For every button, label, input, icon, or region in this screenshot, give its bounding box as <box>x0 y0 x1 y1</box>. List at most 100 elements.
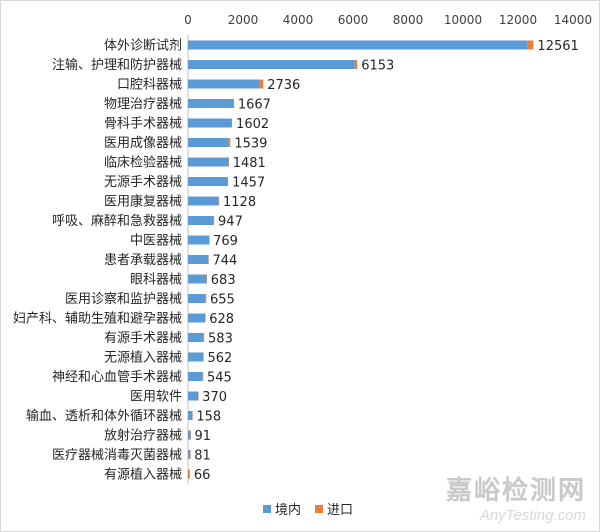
data-label: 1481 <box>233 156 266 171</box>
bar-imported <box>190 430 191 440</box>
bar-domestic <box>188 450 191 459</box>
legend-swatch <box>315 505 323 513</box>
category-label: 医用软件 <box>130 390 182 405</box>
data-label: 562 <box>207 351 232 366</box>
bar-imported <box>233 99 235 108</box>
category-label: 神经和心血管手术器械 <box>52 370 182 385</box>
bar-imported <box>190 450 191 459</box>
data-label: 66 <box>194 468 211 483</box>
bar-imported <box>259 79 264 89</box>
bar-imported <box>188 469 190 479</box>
category-label: 体外诊断试剂 <box>104 39 182 54</box>
bar-domestic <box>188 294 206 303</box>
category-label: 注输、护理和防护器械 <box>52 57 182 73</box>
bar-imported <box>203 352 204 362</box>
category-label: 口腔科器械 <box>117 78 182 93</box>
x-tick-label: 12000 <box>499 13 537 27</box>
category-label: 医疗器械消毒灭菌器械 <box>52 448 182 463</box>
watermark-cn: 嘉峪检测网 <box>445 476 586 506</box>
bar-imported <box>205 294 207 303</box>
bar-domestic <box>188 391 199 401</box>
x-tick-label: 4000 <box>283 13 314 27</box>
category-label: 骨科手术器械 <box>104 117 182 132</box>
bar-imported <box>228 157 230 167</box>
category-label: 妇产科、辅助生殖和避孕器械 <box>13 311 182 327</box>
data-label: 1602 <box>236 117 269 132</box>
watermark: 嘉峪检测网 AnyTesting.com <box>446 470 586 524</box>
x-tick-label: 10000 <box>444 13 482 27</box>
bar-imported <box>192 411 193 420</box>
category-label: 放射治疗器械 <box>104 428 182 444</box>
data-label: 947 <box>218 215 243 230</box>
bar-domestic <box>188 333 204 342</box>
category-label: 医用成像器械 <box>104 136 182 151</box>
bar-domestic <box>188 99 234 108</box>
data-label: 655 <box>210 293 235 308</box>
category-label: 中医器械 <box>130 234 182 249</box>
watermark-en: AnyTesting.com <box>479 507 586 524</box>
bar-imported <box>202 372 204 381</box>
category-label: 输血、透析和体外循环器械 <box>26 408 182 424</box>
data-label: 12561 <box>537 39 578 54</box>
bar-imported <box>206 274 208 284</box>
x-tick-label: 2000 <box>228 13 259 27</box>
data-label: 1128 <box>223 195 256 210</box>
category-label: 有源植入器械 <box>104 468 182 483</box>
bar-imported <box>205 313 206 323</box>
bar-domestic <box>188 255 209 264</box>
bar-domestic <box>188 196 219 206</box>
category-label: 患者承载器械 <box>104 253 182 268</box>
category-label: 眼科器械 <box>130 273 182 288</box>
bar-domestic <box>188 216 214 225</box>
bar-imported <box>227 177 229 186</box>
data-label: 158 <box>196 410 221 425</box>
category-label: 有源手术器械 <box>104 331 182 346</box>
bar-imported <box>208 255 209 264</box>
category-label: 医用康复器械 <box>104 194 182 210</box>
data-label: 2736 <box>267 78 300 93</box>
x-tick-label: 6000 <box>338 13 369 27</box>
legend-label: 境内 <box>275 502 301 518</box>
data-label: 91 <box>195 429 212 444</box>
bar-domestic <box>188 177 228 186</box>
data-label: 81 <box>194 449 211 464</box>
legend-swatch <box>263 505 271 513</box>
category-label: 无源手术器械 <box>104 175 182 190</box>
bar-domestic <box>188 372 203 381</box>
category-label: 临床检验器械 <box>104 155 182 171</box>
bar-domestic <box>188 157 229 167</box>
category-label: 无源植入器械 <box>104 351 182 366</box>
bar-imported <box>203 333 205 342</box>
data-label: 683 <box>211 273 236 288</box>
bar-domestic <box>188 118 232 128</box>
data-label: 6153 <box>361 59 394 74</box>
data-label: 545 <box>207 371 232 386</box>
bar-imported <box>213 216 215 225</box>
bar-domestic <box>188 274 207 284</box>
data-label: 1667 <box>238 98 271 113</box>
category-label: 呼吸、麻醉和急救器械 <box>52 213 182 229</box>
data-label: 1457 <box>232 176 265 191</box>
x-tick-label: 0 <box>184 13 192 27</box>
x-tick-label: 14000 <box>554 13 592 27</box>
bar-imported <box>228 138 231 147</box>
bar-imported <box>198 391 199 401</box>
data-label: 370 <box>202 390 227 405</box>
bar-domestic <box>188 235 210 245</box>
bar-domestic <box>188 40 528 50</box>
category-label: 物理治疗器械 <box>104 97 182 112</box>
bar-imported <box>209 235 210 245</box>
bar-imported <box>527 40 534 50</box>
legend-label: 进口 <box>327 503 353 518</box>
data-label: 628 <box>209 312 234 327</box>
bar-domestic <box>188 352 204 362</box>
category-label: 医用诊察和监护器械 <box>65 292 182 307</box>
bar-domestic <box>188 79 260 89</box>
bar-domestic <box>188 60 355 69</box>
bar-domestic <box>188 313 206 323</box>
data-label: 1539 <box>234 137 267 152</box>
bar-imported <box>231 118 233 128</box>
bar-domestic <box>188 411 193 420</box>
